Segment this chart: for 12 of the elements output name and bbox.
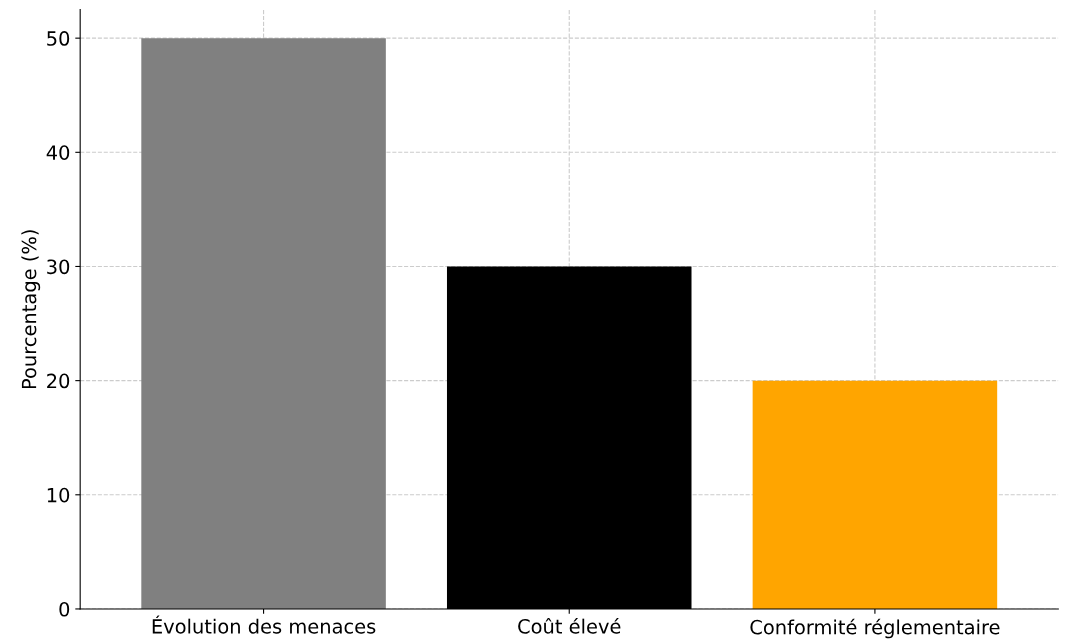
x-tick-label: Coût élevé [518,617,621,634]
y-tick-label: 10 [47,487,70,503]
y-axis-title: Pourcentage (%) [21,230,41,389]
bar [141,38,386,609]
y-tick-label: 40 [46,145,70,160]
x-tick-label: Conformité réglementaire [750,618,1000,639]
x-tick-label: Évolution des menaces [152,615,376,634]
y-tick-label: 20 [47,373,70,389]
y-tick-label: 0 [59,601,70,617]
y-tick-label: 50 [47,31,70,46]
y-tick-label: 30 [47,259,70,275]
bar [752,380,998,609]
